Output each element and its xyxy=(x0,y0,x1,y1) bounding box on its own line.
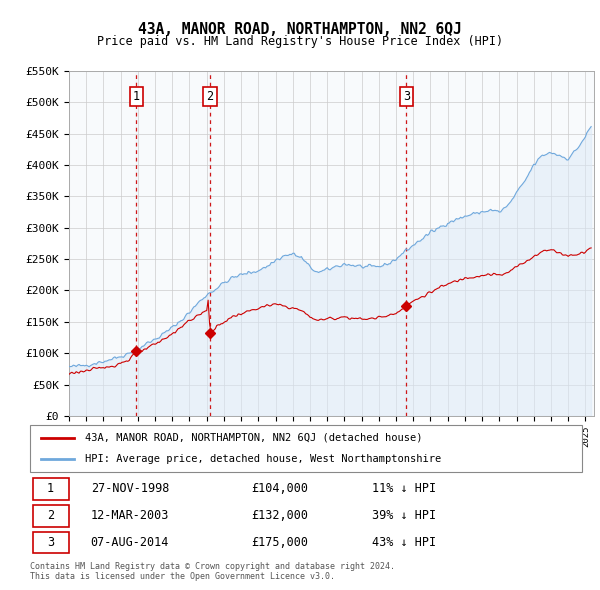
Text: 1: 1 xyxy=(133,90,140,103)
Bar xyxy=(69,71,136,416)
Text: 39% ↓ HPI: 39% ↓ HPI xyxy=(372,509,436,522)
Text: Contains HM Land Registry data © Crown copyright and database right 2024.: Contains HM Land Registry data © Crown c… xyxy=(30,562,395,571)
Text: £132,000: £132,000 xyxy=(251,509,308,522)
FancyBboxPatch shape xyxy=(30,425,582,472)
Text: 1: 1 xyxy=(47,483,54,496)
Text: 43% ↓ HPI: 43% ↓ HPI xyxy=(372,536,436,549)
Text: 11% ↓ HPI: 11% ↓ HPI xyxy=(372,483,436,496)
FancyBboxPatch shape xyxy=(33,505,68,526)
Text: 43A, MANOR ROAD, NORTHAMPTON, NN2 6QJ (detached house): 43A, MANOR ROAD, NORTHAMPTON, NN2 6QJ (d… xyxy=(85,432,422,442)
Text: 2: 2 xyxy=(47,509,54,522)
Text: HPI: Average price, detached house, West Northamptonshire: HPI: Average price, detached house, West… xyxy=(85,454,442,464)
Text: Price paid vs. HM Land Registry's House Price Index (HPI): Price paid vs. HM Land Registry's House … xyxy=(97,35,503,48)
Text: £104,000: £104,000 xyxy=(251,483,308,496)
Text: 43A, MANOR ROAD, NORTHAMPTON, NN2 6QJ: 43A, MANOR ROAD, NORTHAMPTON, NN2 6QJ xyxy=(138,22,462,37)
Text: This data is licensed under the Open Government Licence v3.0.: This data is licensed under the Open Gov… xyxy=(30,572,335,581)
Bar xyxy=(136,71,210,416)
FancyBboxPatch shape xyxy=(33,532,68,553)
Text: 27-NOV-1998: 27-NOV-1998 xyxy=(91,483,169,496)
Text: 12-MAR-2003: 12-MAR-2003 xyxy=(91,509,169,522)
Text: £175,000: £175,000 xyxy=(251,536,308,549)
Text: 3: 3 xyxy=(47,536,54,549)
Bar xyxy=(406,71,594,416)
Text: 07-AUG-2014: 07-AUG-2014 xyxy=(91,536,169,549)
FancyBboxPatch shape xyxy=(33,478,68,500)
Text: 2: 2 xyxy=(206,90,214,103)
Text: 3: 3 xyxy=(403,90,410,103)
Bar xyxy=(210,71,406,416)
